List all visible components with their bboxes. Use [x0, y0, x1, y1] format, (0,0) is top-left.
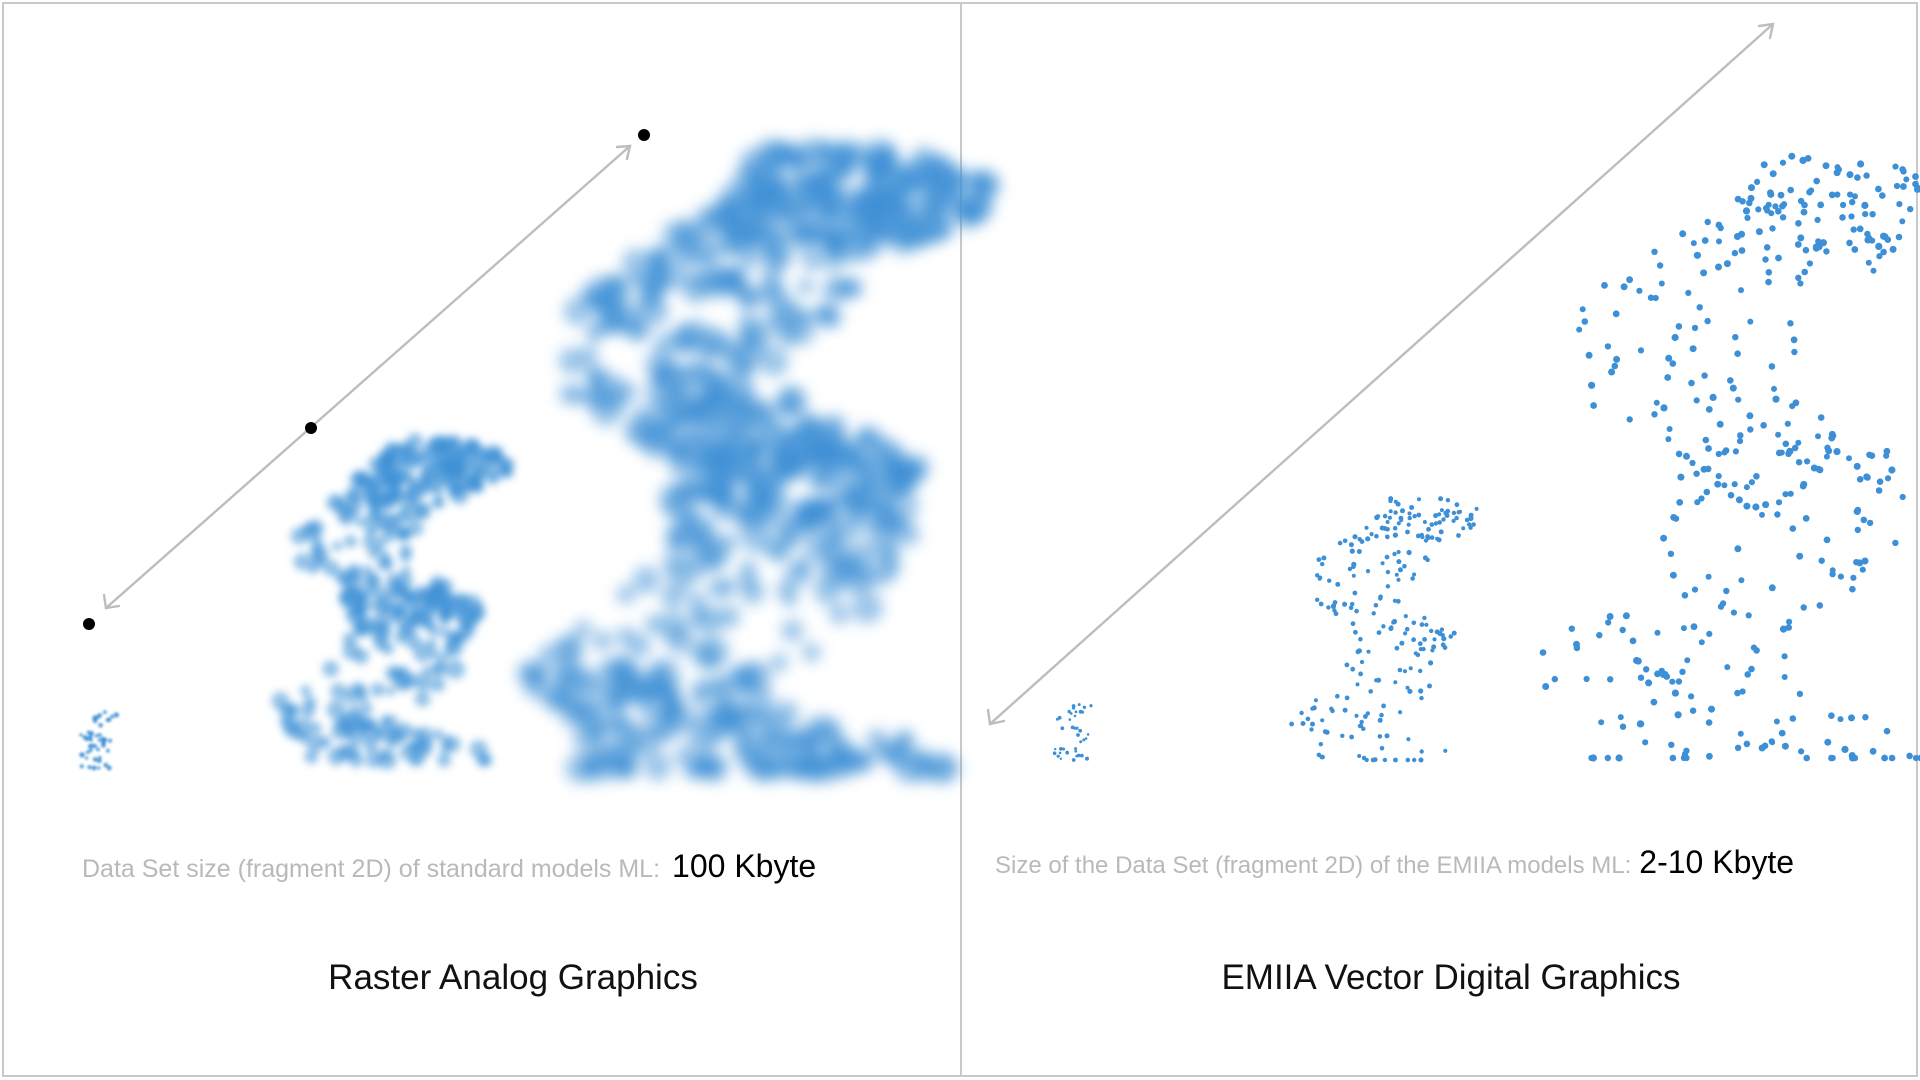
vector-figure-small: [1052, 703, 1093, 762]
raster-figure-small: [79, 710, 119, 771]
left-caption-value: 100 Kbyte: [672, 848, 817, 884]
scale-point-mid: [305, 422, 317, 434]
right-panel-title: EMIIA Vector Digital Graphics: [1221, 958, 1681, 997]
scale-point-small: [83, 618, 95, 630]
right-caption: Size of the Data Set (fragment 2D) of th…: [995, 844, 1794, 881]
scale-point-large: [638, 129, 650, 141]
vector-figure-medium: [1289, 496, 1479, 763]
left-scale-arrow: [102, 144, 632, 610]
right-caption-value: 2-10 Kbyte: [1639, 844, 1795, 880]
right-caption-label: Size of the Data Set (fragment 2D) of th…: [995, 852, 1632, 879]
left-caption-label: Data Set size (fragment 2D) of standard …: [82, 855, 661, 883]
left-panel-title: Raster Analog Graphics: [328, 958, 698, 997]
right-scale-arrow: [986, 22, 1775, 726]
raster-figure-large: [516, 137, 1001, 784]
raster-figure-medium: [271, 432, 514, 770]
left-caption: Data Set size (fragment 2D) of standard …: [82, 848, 816, 885]
vector-figure-large: [1539, 152, 1920, 762]
